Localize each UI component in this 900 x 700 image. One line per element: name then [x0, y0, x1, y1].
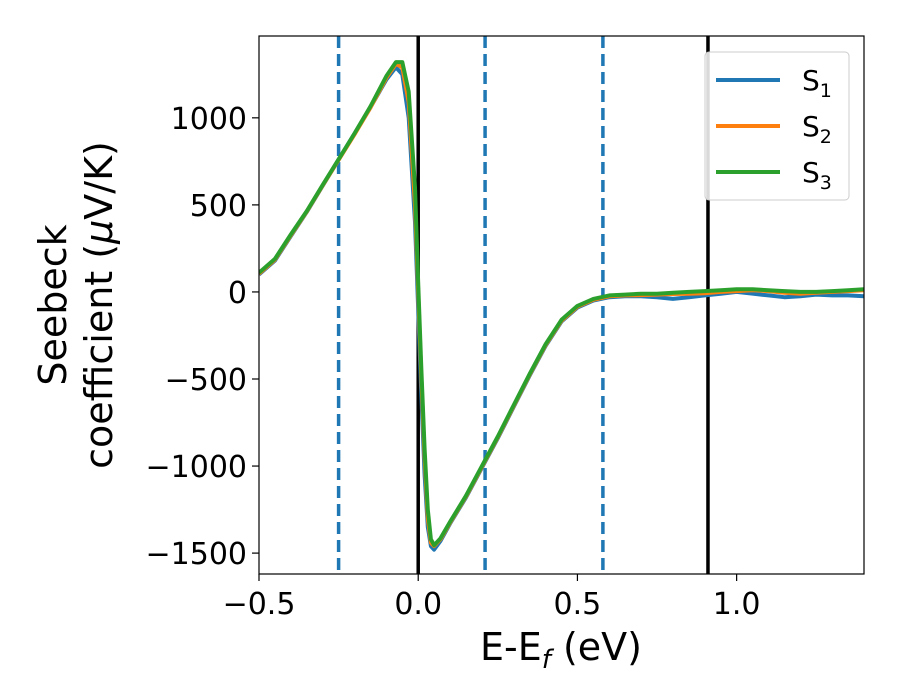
- plot-frame: [258, 35, 865, 575]
- y-axis-title-line1: Seebeck: [31, 224, 75, 385]
- y-tick-label-3: −500: [165, 363, 247, 398]
- x-tick-label-3: 1.0: [713, 587, 761, 622]
- y-axis-title-mu: μ: [77, 220, 121, 245]
- series-lines: [259, 60, 864, 552]
- y-axis-title-line2: coefficient (μV/K): [77, 141, 121, 469]
- y-tick-label-0: 1000: [171, 102, 247, 137]
- x-axis-title: E-Ef (eV): [480, 625, 642, 675]
- legend-label-2: S2: [802, 110, 832, 148]
- x-axis-title-unit: (eV): [551, 625, 642, 669]
- legend-label-1: S1: [802, 64, 832, 102]
- x-tick-label-0: −0.5: [223, 587, 296, 622]
- x-axis-ticks: −0.5 0.0 0.5 1.0: [223, 574, 761, 622]
- y-tick-label-1: 500: [190, 189, 247, 224]
- series-line-3: [259, 60, 864, 548]
- y-axis-ticks: 1000 500 0 −500 −1000 −1500: [146, 102, 259, 572]
- x-tick-label-1: 0.0: [394, 587, 442, 622]
- y-tick-label-4: −1000: [146, 450, 247, 485]
- y-axis-title-line2-end: V/K): [77, 141, 121, 220]
- y-tick-label-5: −1500: [146, 537, 247, 572]
- legend-label-3: S3: [802, 156, 832, 194]
- y-axis-title-line2-start: coefficient (: [77, 244, 121, 469]
- x-axis-title-main: E-E: [480, 625, 542, 669]
- x-tick-label-2: 0.5: [554, 587, 602, 622]
- legend: S1 S2 S3: [704, 51, 850, 201]
- y-tick-label-2: 0: [228, 276, 247, 311]
